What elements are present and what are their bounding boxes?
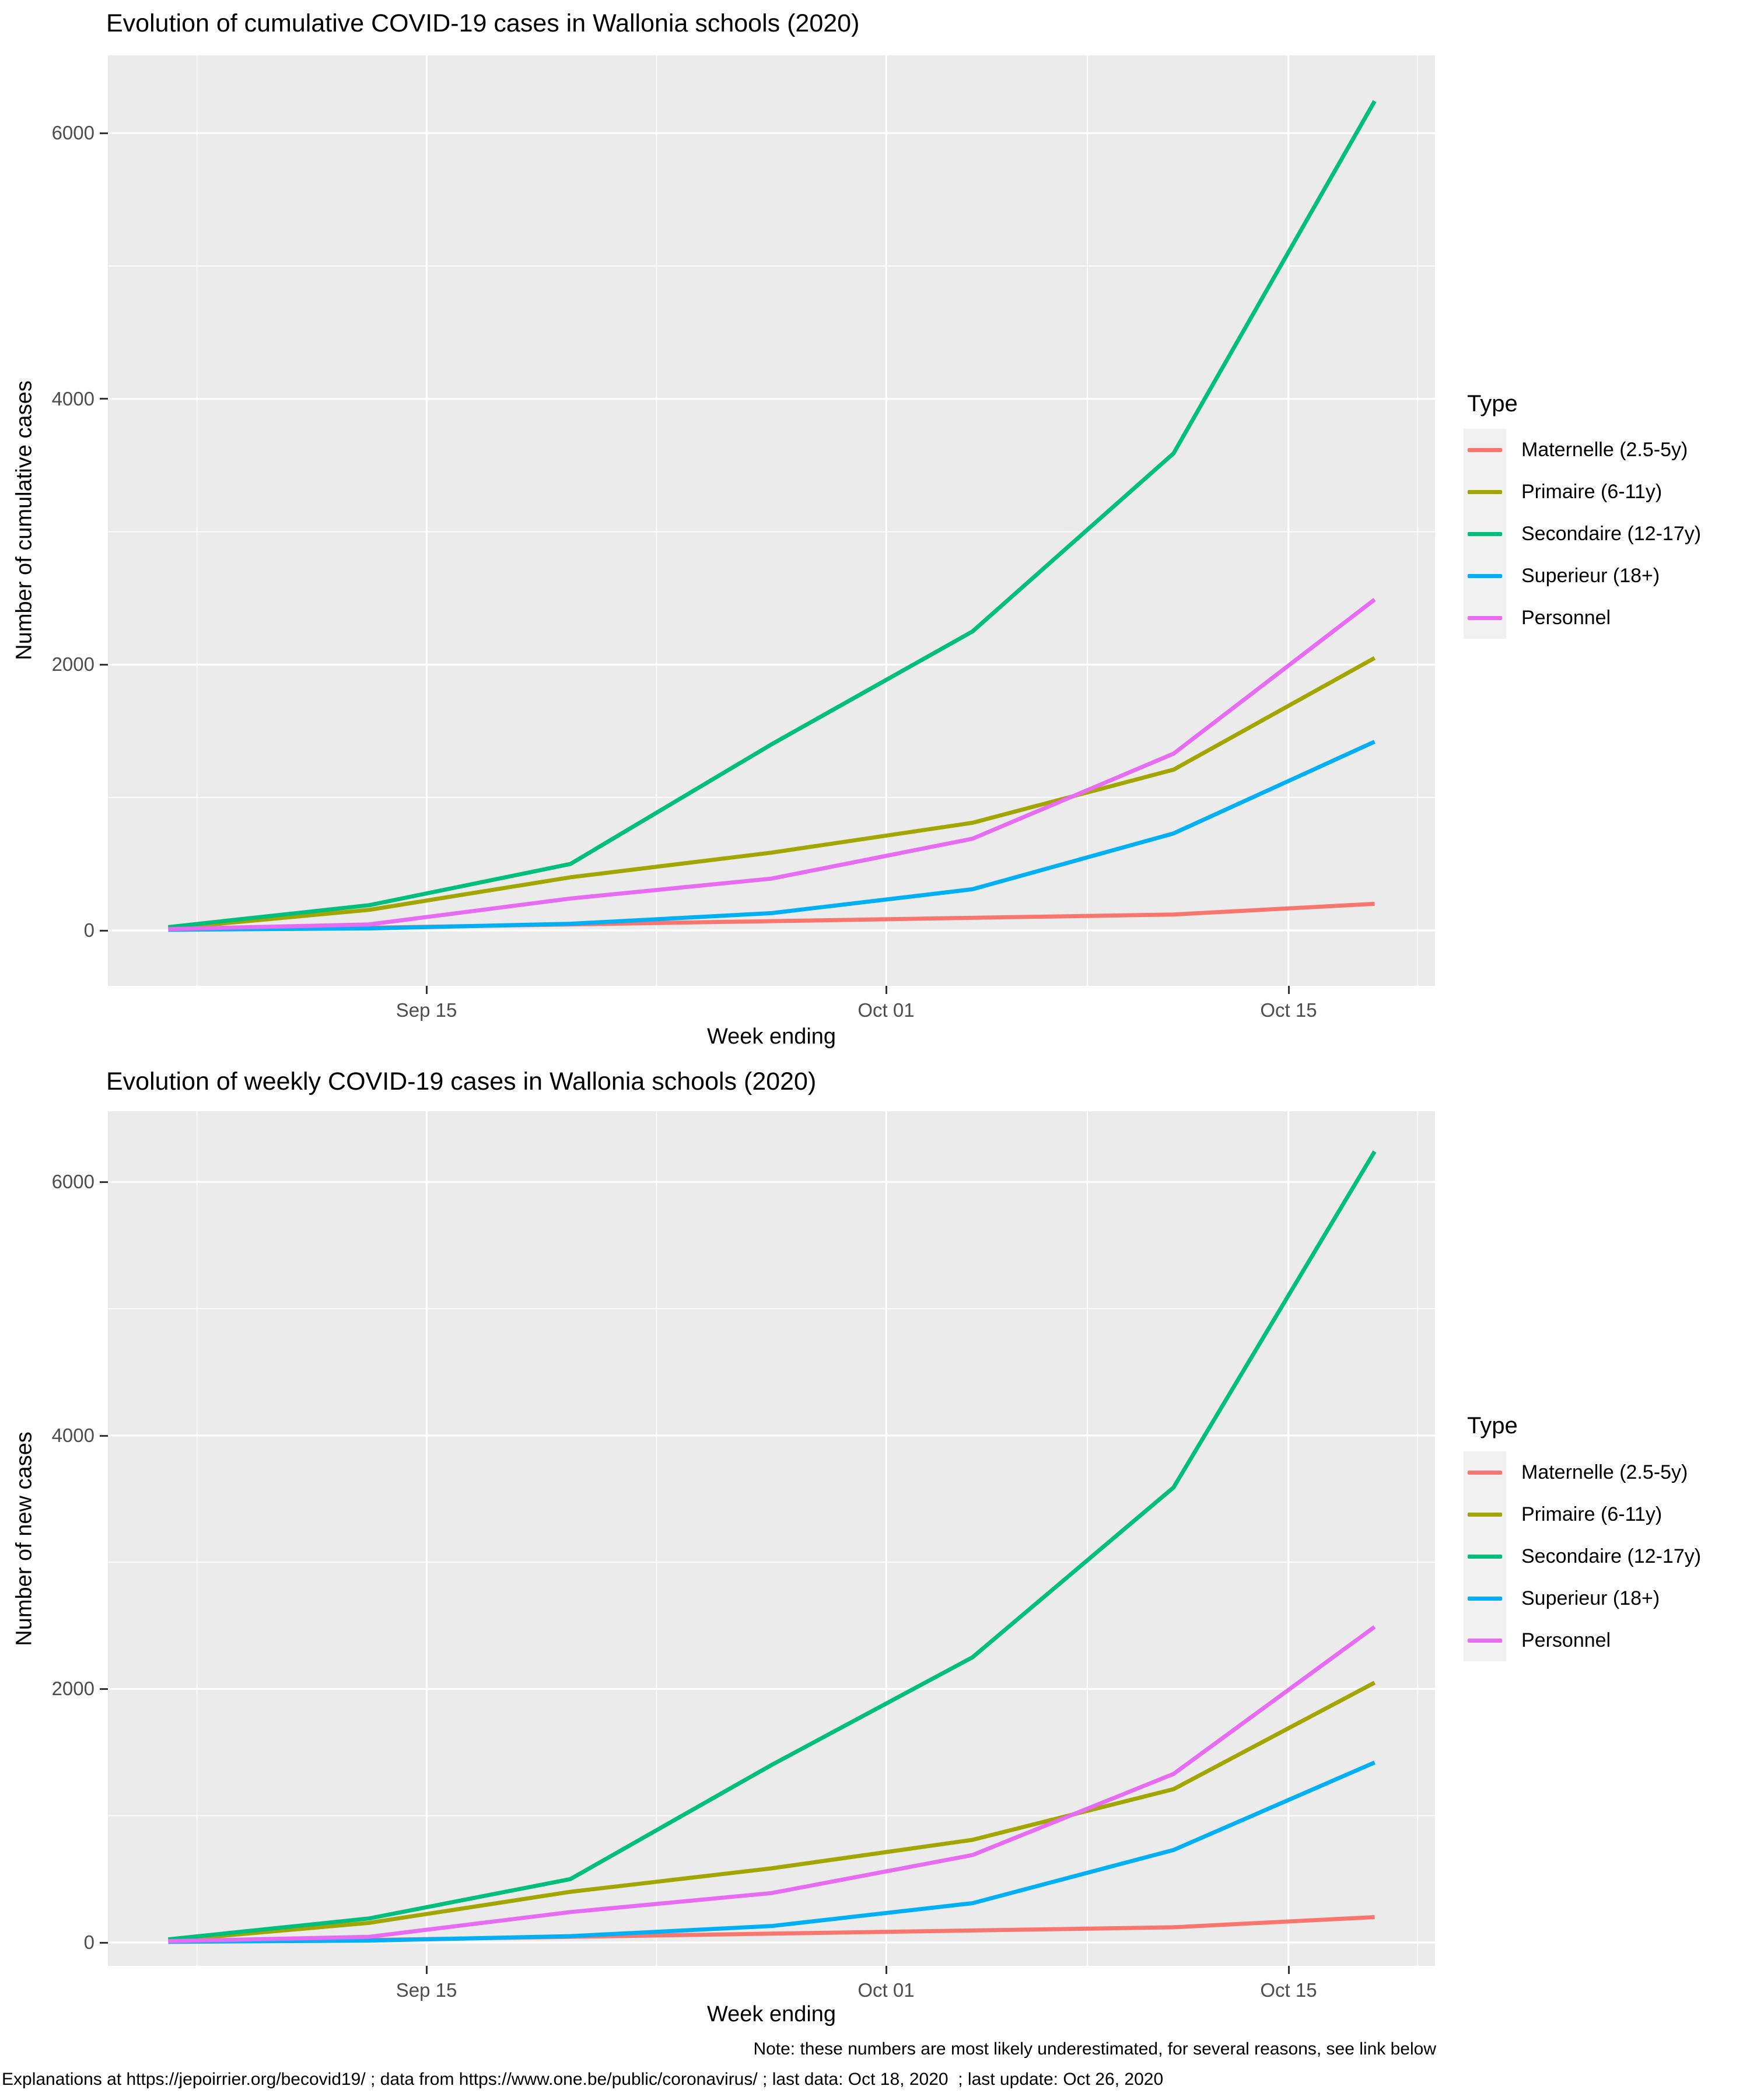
chart1-ytick-0: 0 bbox=[83, 919, 94, 941]
chart2-xtick-mark bbox=[886, 1966, 887, 1974]
chart2-ytick-mark bbox=[100, 1181, 108, 1183]
chart1-ytick-6000: 6000 bbox=[51, 122, 94, 144]
chart1-ytick-mark bbox=[100, 398, 108, 400]
chart2-xtick-sep15: Sep 15 bbox=[396, 1979, 457, 2001]
legend-label: Maternelle (2.5-5y) bbox=[1521, 1461, 1688, 1483]
legend-key-swatch bbox=[1464, 1619, 1506, 1661]
legend-label: Superieur (18+) bbox=[1521, 1587, 1660, 1609]
superieur-line-icon bbox=[1468, 1596, 1502, 1601]
legend-key-swatch bbox=[1464, 555, 1506, 597]
footer-note: Note: these numbers are most likely unde… bbox=[753, 2039, 1436, 2059]
chart1-xtick-oct01: Oct 01 bbox=[858, 999, 915, 1021]
legend-label: Primaire (6-11y) bbox=[1521, 481, 1662, 503]
chart2-ytick-mark bbox=[100, 1942, 108, 1944]
legend-label: Secondaire (12-17y) bbox=[1521, 523, 1702, 545]
chart1-ytick-mark bbox=[100, 132, 108, 134]
personnel-line-icon bbox=[1468, 1638, 1502, 1643]
personnel-line-icon bbox=[1468, 615, 1502, 620]
maternelle-line-icon bbox=[1468, 447, 1502, 452]
chart1-ytick-mark bbox=[100, 664, 108, 666]
legend-key-swatch bbox=[1464, 1535, 1506, 1577]
chart1-panel bbox=[108, 55, 1435, 986]
legend-item-primaire: Primaire (6-11y) bbox=[1464, 471, 1738, 513]
legend-item-superieur: Superieur (18+) bbox=[1464, 555, 1738, 597]
chart2-legend-title: Type bbox=[1467, 1413, 1518, 1438]
legend-label: Superieur (18+) bbox=[1521, 565, 1660, 587]
chart2-ytick-2000: 2000 bbox=[51, 1678, 94, 1699]
legend-label: Maternelle (2.5-5y) bbox=[1521, 439, 1688, 461]
chart1-legend: Type Maternelle (2.5-5y) Primaire (6-11y… bbox=[1464, 391, 1738, 642]
legend-label: Secondaire (12-17y) bbox=[1521, 1545, 1702, 1567]
chart1-ytick-4000: 4000 bbox=[51, 388, 94, 410]
legend-label: Personnel bbox=[1521, 1629, 1611, 1651]
chart1-xtick-sep15: Sep 15 bbox=[396, 999, 457, 1021]
legend-key-swatch bbox=[1464, 1451, 1506, 1493]
legend-item-superieur: Superieur (18+) bbox=[1464, 1577, 1738, 1619]
legend-item-maternelle: Maternelle (2.5-5y) bbox=[1464, 1451, 1738, 1493]
legend-key-swatch bbox=[1464, 513, 1506, 555]
secondaire-line-icon bbox=[1468, 531, 1502, 536]
legend-label: Primaire (6-11y) bbox=[1521, 1503, 1662, 1525]
chart1-xtick-mark bbox=[886, 986, 887, 994]
legend-key-swatch bbox=[1464, 1577, 1506, 1619]
legend-item-secondaire: Secondaire (12-17y) bbox=[1464, 1535, 1738, 1577]
chart2-title: Evolution of weekly COVID-19 cases in Wa… bbox=[106, 1068, 817, 1096]
chart2-ytick-4000: 4000 bbox=[51, 1424, 94, 1446]
legend-item-primaire: Primaire (6-11y) bbox=[1464, 1493, 1738, 1535]
chart2-ytick-6000: 6000 bbox=[51, 1171, 94, 1192]
chart1-xtick-oct15: Oct 15 bbox=[1260, 999, 1317, 1021]
primaire-line-icon bbox=[1468, 489, 1502, 494]
chart2-x-axis-title: Week ending bbox=[706, 2002, 836, 2027]
chart1-ytick-2000: 2000 bbox=[51, 653, 94, 675]
legend-key-swatch bbox=[1464, 1493, 1506, 1535]
chart1-x-axis-title: Week ending bbox=[706, 1024, 836, 1049]
legend-item-secondaire: Secondaire (12-17y) bbox=[1464, 513, 1738, 555]
primaire-line-icon bbox=[1468, 1512, 1502, 1517]
chart2-y-axis-title: Number of new cases bbox=[12, 1432, 37, 1646]
chart2-xtick-mark bbox=[426, 1966, 428, 1974]
chart2-ytick-mark bbox=[100, 1435, 108, 1437]
chart2-ytick-0: 0 bbox=[83, 1931, 94, 1953]
chart1-title: Evolution of cumulative COVID-19 cases i… bbox=[106, 9, 860, 37]
legend-item-personnel: Personnel bbox=[1464, 1619, 1738, 1661]
chart1-ytick-mark bbox=[100, 930, 108, 932]
chart1-xtick-mark bbox=[426, 986, 428, 994]
chart1-y-axis-title: Number of cumulative cases bbox=[12, 380, 37, 660]
secondaire-line-icon bbox=[1468, 1554, 1502, 1559]
chart1-xtick-mark bbox=[1288, 986, 1290, 994]
legend-key-swatch bbox=[1464, 597, 1506, 639]
legend-key-swatch bbox=[1464, 429, 1506, 471]
legend-label: Personnel bbox=[1521, 607, 1611, 629]
maternelle-line-icon bbox=[1468, 1470, 1502, 1475]
chart2-panel bbox=[108, 1111, 1435, 1966]
footer-source-line: Explanations at https://jepoirrier.org/b… bbox=[2, 2070, 1164, 2089]
chart2-xtick-oct15: Oct 15 bbox=[1260, 1979, 1317, 2001]
chart2-xtick-mark bbox=[1288, 1966, 1290, 1974]
legend-item-maternelle: Maternelle (2.5-5y) bbox=[1464, 429, 1738, 471]
superieur-line-icon bbox=[1468, 573, 1502, 578]
chart2-legend: Type Maternelle (2.5-5y) Primaire (6-11y… bbox=[1464, 1413, 1738, 1664]
legend-item-personnel: Personnel bbox=[1464, 597, 1738, 639]
chart1-legend-title: Type bbox=[1467, 391, 1518, 416]
chart2-xtick-oct01: Oct 01 bbox=[858, 1979, 915, 2001]
chart2-ytick-mark bbox=[100, 1688, 108, 1690]
legend-key-swatch bbox=[1464, 471, 1506, 513]
